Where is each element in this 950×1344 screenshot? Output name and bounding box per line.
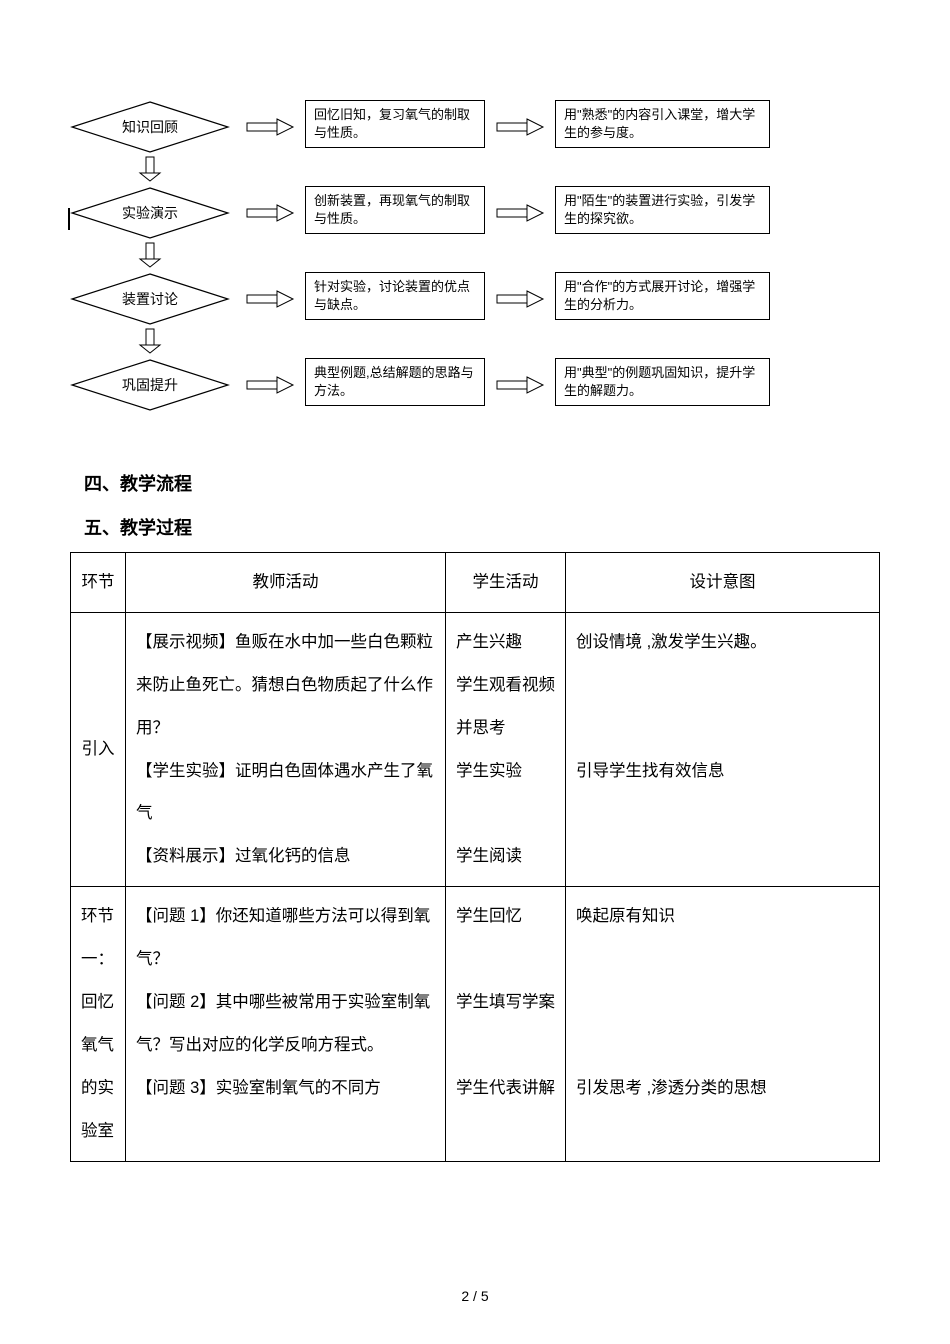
cell-teacher: 【展示视频】鱼贩在水中加一些白色颗粒来防止鱼死亡。猜想白色物质起了什么作用？【学… bbox=[126, 612, 446, 886]
page-number: 2 / 5 bbox=[0, 1288, 950, 1304]
heading-4: 四、教学流程 bbox=[84, 470, 880, 496]
cell-intent: 创设情境 ,激发学生兴趣。 引导学生找有效信息 bbox=[566, 612, 880, 886]
cell-intent: 唤起原有知识 引发思考 ,渗透分类的思想 bbox=[566, 887, 880, 1161]
stub-line bbox=[68, 208, 70, 230]
th-student: 学生活动 bbox=[446, 553, 566, 613]
flowchart-box-2b-text: 用"陌生"的装置进行实验，引发学生的探究欲。 bbox=[564, 192, 761, 228]
flowchart: 知识回顾 回忆旧知，复习氧气的制取与性质。 用"熟悉"的内容引入课堂，增大学生的… bbox=[70, 100, 880, 440]
th-stage: 环节 bbox=[71, 553, 126, 613]
flowchart-diamond-2: 实验演示 bbox=[70, 186, 230, 240]
flowchart-box-2b: 用"陌生"的装置进行实验，引发学生的探究欲。 bbox=[555, 186, 770, 234]
flowchart-box-4a: 典型例题,总结解题的思路与方法。 bbox=[305, 358, 485, 406]
arrow-right-icon bbox=[245, 289, 295, 309]
flowchart-diamond-3: 装置讨论 bbox=[70, 272, 230, 326]
flowchart-box-1b-text: 用"熟悉"的内容引入课堂，增大学生的参与度。 bbox=[564, 106, 761, 142]
flowchart-box-3a-text: 针对实验，讨论装置的优点与缺点。 bbox=[314, 278, 476, 314]
flowchart-diamond-4: 巩固提升 bbox=[70, 358, 230, 412]
flowchart-box-1a-text: 回忆旧知，复习氧气的制取与性质。 bbox=[314, 106, 476, 142]
arrow-right-icon bbox=[245, 117, 295, 137]
cell-student: 学生回忆 学生填写学案 学生代表讲解 bbox=[446, 887, 566, 1161]
arrow-right-icon bbox=[495, 203, 545, 223]
flowchart-diamond-4-label: 巩固提升 bbox=[122, 375, 178, 395]
arrow-right-icon bbox=[495, 375, 545, 395]
arrow-down-icon bbox=[138, 327, 162, 355]
cell-stage: 环节一：回忆氧气的实验室 bbox=[71, 887, 126, 1161]
flowchart-box-3b: 用"合作"的方式展开讨论，增强学生的分析力。 bbox=[555, 272, 770, 320]
th-intent: 设计意图 bbox=[566, 553, 880, 613]
heading-5: 五、教学过程 bbox=[84, 514, 880, 540]
arrow-down-icon bbox=[138, 155, 162, 183]
flowchart-diamond-1: 知识回顾 bbox=[70, 100, 230, 154]
table-row: 引入 【展示视频】鱼贩在水中加一些白色颗粒来防止鱼死亡。猜想白色物质起了什么作用… bbox=[71, 612, 880, 886]
flowchart-box-2a-text: 创新装置，再现氧气的制取与性质。 bbox=[314, 192, 476, 228]
arrow-right-icon bbox=[245, 375, 295, 395]
flowchart-box-4b-text: 用"典型"的例题巩固知识，提升学生的解题力。 bbox=[564, 364, 761, 400]
table-header-row: 环节 教师活动 学生活动 设计意图 bbox=[71, 553, 880, 613]
cell-stage: 引入 bbox=[71, 612, 126, 886]
flowchart-box-1a: 回忆旧知，复习氧气的制取与性质。 bbox=[305, 100, 485, 148]
process-table: 环节 教师活动 学生活动 设计意图 引入 【展示视频】鱼贩在水中加一些白色颗粒来… bbox=[70, 552, 880, 1162]
flowchart-box-3a: 针对实验，讨论装置的优点与缺点。 bbox=[305, 272, 485, 320]
cell-student: 产生兴趣学生观看视频并思考学生实验 学生阅读 bbox=[446, 612, 566, 886]
th-teacher: 教师活动 bbox=[126, 553, 446, 613]
cell-teacher: 【问题 1】你还知道哪些方法可以得到氧气？【问题 2】其中哪些被常用于实验室制氧… bbox=[126, 887, 446, 1161]
table-row: 环节一：回忆氧气的实验室 【问题 1】你还知道哪些方法可以得到氧气？【问题 2】… bbox=[71, 887, 880, 1161]
arrow-right-icon bbox=[245, 203, 295, 223]
flowchart-diamond-1-label: 知识回顾 bbox=[122, 117, 178, 137]
flowchart-diamond-2-label: 实验演示 bbox=[122, 203, 178, 223]
flowchart-box-4b: 用"典型"的例题巩固知识，提升学生的解题力。 bbox=[555, 358, 770, 406]
flowchart-box-1b: 用"熟悉"的内容引入课堂，增大学生的参与度。 bbox=[555, 100, 770, 148]
arrow-down-icon bbox=[138, 241, 162, 269]
flowchart-box-3b-text: 用"合作"的方式展开讨论，增强学生的分析力。 bbox=[564, 278, 761, 314]
arrow-right-icon bbox=[495, 289, 545, 309]
arrow-right-icon bbox=[495, 117, 545, 137]
flowchart-box-4a-text: 典型例题,总结解题的思路与方法。 bbox=[314, 364, 476, 400]
flowchart-box-2a: 创新装置，再现氧气的制取与性质。 bbox=[305, 186, 485, 234]
flowchart-diamond-3-label: 装置讨论 bbox=[122, 289, 178, 309]
